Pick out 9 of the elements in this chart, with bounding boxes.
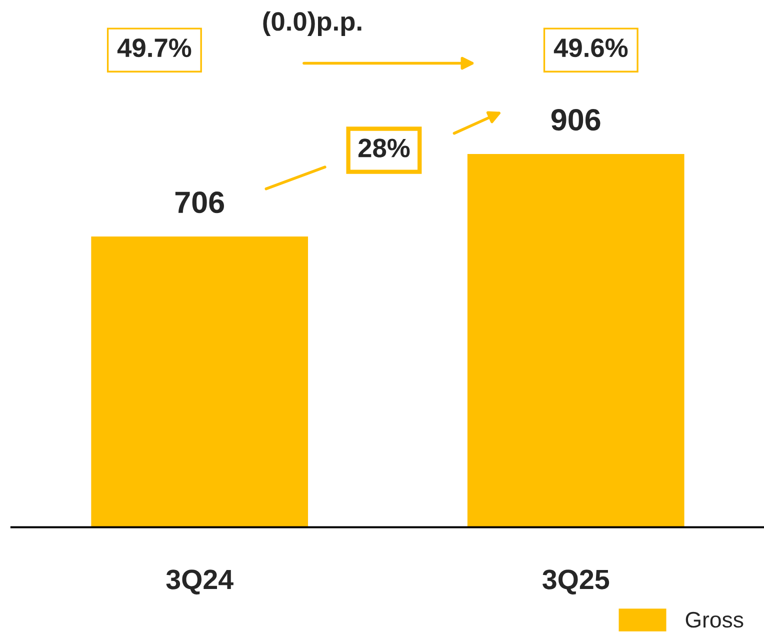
data-label: 906 xyxy=(551,108,600,131)
annotation: 28% xyxy=(358,138,410,158)
legend-label: Gross xyxy=(686,612,744,628)
text: 49.6% xyxy=(554,38,628,58)
text: 49.7% xyxy=(117,38,192,58)
text: (0.0)p.p. xyxy=(263,11,362,36)
x-tick-label: 3Q24 xyxy=(166,570,234,595)
data-label: 706 xyxy=(175,192,224,214)
x-tick-label: 3Q25 xyxy=(542,570,610,595)
